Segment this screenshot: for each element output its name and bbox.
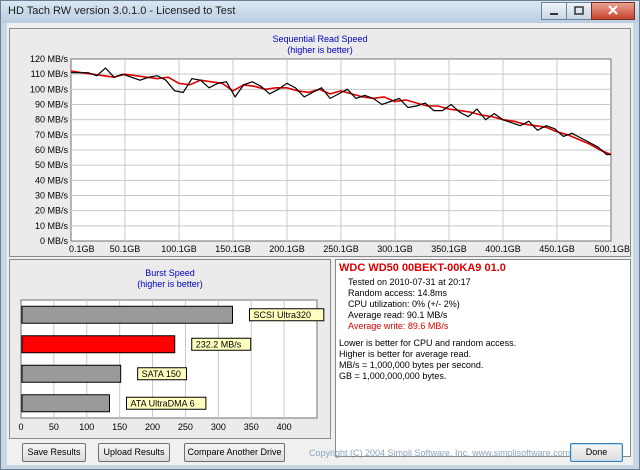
x-tick-label: 300.1GB (377, 244, 413, 254)
x-tick-label: 100.1GB (161, 244, 197, 254)
random-access: Random access: 14.8ms (348, 288, 448, 298)
burst-x-tick-label: 50 (49, 422, 59, 432)
y-tick-label: 120 MB/s (30, 54, 69, 64)
drive-name: WDC WD50 00BEKT-00KA9 01.0 (339, 262, 506, 274)
burst-subtitle-text: (higher is better) (137, 279, 203, 289)
note-higher-better: Higher is better for average read. (339, 349, 472, 359)
burst-bar-label: ATA UltraDMA 6 (130, 398, 194, 408)
y-tick-label: 10 MB/s (35, 221, 69, 231)
burst-label-box (248, 308, 325, 322)
copyright-text: Copyright (C) 2004 Simpli Software, Inc.… (309, 448, 571, 458)
y-tick-label: 70 MB/s (35, 130, 69, 140)
maximize-icon (574, 6, 584, 15)
burst-bar-label: SATA 150 (142, 369, 181, 379)
note-gb-def: GB = 1,000,000,000 bytes. (339, 371, 447, 381)
burst-bar (21, 335, 176, 354)
burst-x-tick-label: 100 (79, 422, 94, 432)
burst-bar-label: 232.2 MB/s (196, 339, 242, 349)
tested-on: Tested on 2010-07-31 at 20:17 (348, 277, 471, 287)
note-lower-better: Lower is better for CPU and random acces… (339, 338, 517, 348)
burst-speed-chart: 0 50 100 150 200 250 300 350 400 SCSI Ultra320 232… (18, 299, 325, 432)
upload-results-button[interactable]: Upload Results (98, 443, 170, 462)
title-bar[interactable]: HD Tach RW version 3.0.1.0 - Licensed to… (1, 1, 639, 23)
minimize-button[interactable] (541, 2, 567, 20)
x-tick-label: 450.1GB (539, 244, 575, 254)
x-tick-label: 50.1GB (110, 244, 141, 254)
burst-chart-title: Burst Speed (higher is better) (10, 268, 330, 290)
x-tick-label: 150.1GB (215, 244, 251, 254)
burst-label-box (191, 337, 252, 351)
burst-bar (21, 394, 110, 413)
average-write: Average write: 89.6 MB/s (348, 321, 449, 331)
burst-bar-label: SCSI Ultra320 (253, 310, 311, 320)
x-tick-label: 500.1GB (594, 244, 630, 254)
y-tick-label: 60 MB/s (35, 145, 69, 155)
burst-label-box (137, 367, 187, 381)
cpu-utilization: CPU utilization: 0% (+/- 2%) (348, 299, 460, 309)
series-line-read (71, 67, 611, 156)
burst-speed-panel: Burst Speed (higher is better) 0 50 100 150… (9, 259, 331, 439)
sequential-subtitle-text: (higher is better) (287, 45, 353, 55)
burst-x-tick-label: 300 (211, 422, 226, 432)
x-tick-label: 0.1GB (69, 244, 95, 254)
client-area: Sequential Read Speed (higher is better)… (7, 23, 633, 465)
maximize-button[interactable] (566, 2, 592, 20)
sequential-title-text: Sequential Read Speed (272, 34, 368, 44)
close-button[interactable] (591, 2, 635, 20)
save-results-button[interactable]: Save Results (22, 443, 86, 462)
note-mbps-def: MB/s = 1,000,000 bytes per second. (339, 360, 484, 370)
y-tick-label: 0 MB/s (40, 236, 69, 246)
close-icon (608, 5, 618, 15)
window-controls (541, 2, 635, 20)
x-tick-label: 350.1GB (431, 244, 467, 254)
sequential-chart-title: Sequential Read Speed (higher is better) (10, 34, 630, 56)
y-tick-label: 40 MB/s (35, 175, 69, 185)
x-tick-label: 200.1GB (269, 244, 305, 254)
window-title: HD Tach RW version 3.0.1.0 - Licensed to… (8, 5, 236, 17)
burst-x-tick-label: 200 (145, 422, 160, 432)
y-tick-label: 30 MB/s (35, 191, 69, 201)
minimize-icon (550, 13, 558, 15)
y-tick-label: 80 MB/s (35, 115, 69, 125)
compare-drive-button[interactable]: Compare Another Drive (184, 443, 285, 462)
burst-x-tick-label: 350 (244, 422, 259, 432)
burst-title-text: Burst Speed (145, 268, 195, 278)
sequential-read-chart: 0 MB/s 10 MB/s 20 MB/s 30 MB/s 40 MB/s 50 MB/… (30, 54, 630, 254)
burst-bar (21, 364, 122, 383)
burst-x-tick-label: 150 (112, 422, 127, 432)
average-read: Average read: 90.1 MB/s (348, 310, 448, 320)
burst-bar (21, 305, 233, 324)
sequential-read-panel: Sequential Read Speed (higher is better)… (9, 28, 631, 257)
burst-x-tick-label: 0 (18, 422, 23, 432)
burst-x-tick-label: 250 (178, 422, 193, 432)
y-tick-label: 100 MB/s (30, 84, 69, 94)
x-tick-label: 250.1GB (323, 244, 359, 254)
y-tick-label: 90 MB/s (35, 100, 69, 110)
burst-label-box (125, 396, 207, 410)
burst-x-tick-label: 400 (277, 422, 292, 432)
x-tick-label: 400.1GB (485, 244, 521, 254)
y-tick-label: 20 MB/s (35, 206, 69, 216)
y-tick-label: 50 MB/s (35, 160, 69, 170)
y-tick-label: 110 MB/s (31, 69, 69, 79)
done-button[interactable]: Done (570, 443, 623, 462)
drive-info-panel: WDC WD50 00BEKT-00KA9 01.0 Tested on 201… (335, 259, 631, 457)
